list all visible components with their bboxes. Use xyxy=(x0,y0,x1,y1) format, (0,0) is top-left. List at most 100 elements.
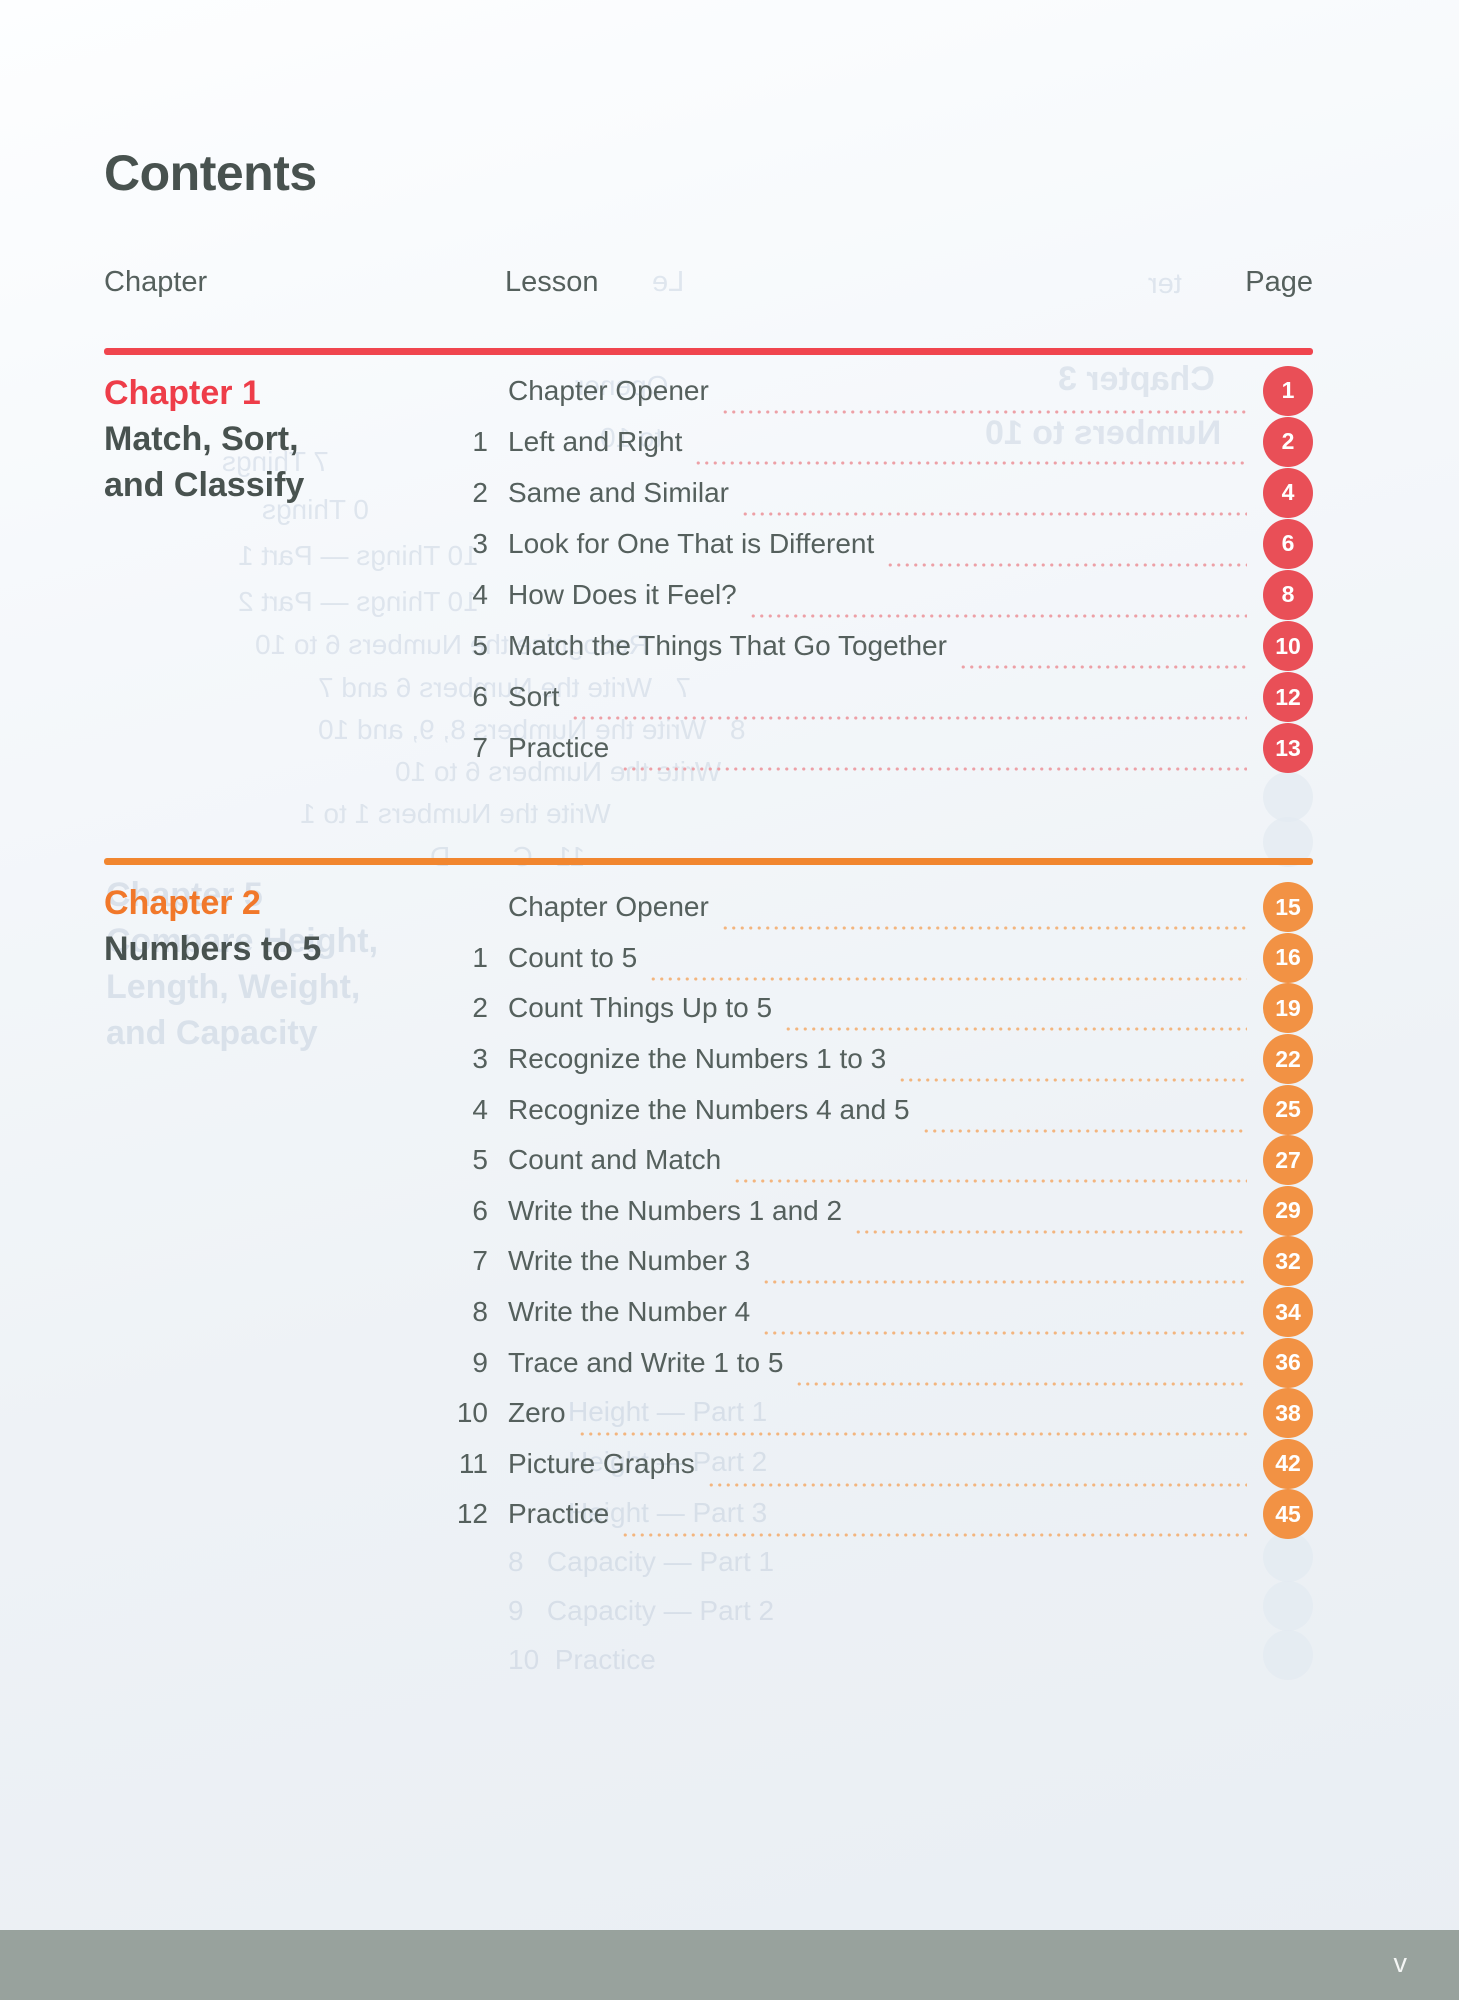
toc-row: 2 Count Things Up to 5 19 xyxy=(420,983,1313,1034)
page-number-badge: 15 xyxy=(1263,882,1313,933)
toc-row: 3 Look for One That is Different 6 xyxy=(420,518,1313,569)
ghost-text: and Capacity xyxy=(106,1014,318,1052)
footer-page-number: v xyxy=(1393,1948,1408,1978)
lesson-number: 11 xyxy=(458,1447,488,1479)
chapter-label: Chapter 2 xyxy=(104,884,261,922)
dotted-leader xyxy=(577,1406,1247,1437)
dotted-leader xyxy=(795,1355,1247,1386)
toc-row: Chapter Opener 15 xyxy=(420,882,1313,933)
ghost-text: Chapter 5 xyxy=(106,876,263,914)
lesson-title: Chapter Opener xyxy=(508,891,709,923)
chapter-divider-rule xyxy=(104,348,1313,355)
lesson-number: 10 xyxy=(456,1397,488,1429)
lesson-number: 6 xyxy=(472,1194,488,1226)
lesson-number: 6 xyxy=(472,681,488,713)
chapter-heading: Chapter 1 Match, Sort, and Classify xyxy=(104,355,420,508)
lesson-title: Practice xyxy=(508,1498,610,1530)
lesson-number: 2 xyxy=(472,992,488,1024)
dotted-leader xyxy=(762,1305,1247,1336)
chapter-title-line: and Classify xyxy=(104,466,305,504)
column-header-page: Page xyxy=(1245,266,1313,298)
page-number-badge: 38 xyxy=(1263,1388,1313,1439)
toc-row: 8 Write the Number 4 34 xyxy=(420,1287,1313,1338)
dotted-leader xyxy=(762,1254,1247,1285)
lesson-title: Count to 5 xyxy=(508,941,638,973)
footer-bar: v xyxy=(0,1930,1459,2000)
dotted-leader xyxy=(784,1001,1247,1032)
chapter-section: Chapter 1 Match, Sort, and Classify Chapter… xyxy=(104,348,1313,774)
ghost-page-badge xyxy=(1263,772,1313,822)
lesson-title: Chapter Opener xyxy=(508,374,709,406)
page-number-badge: 6 xyxy=(1263,518,1313,569)
columns-header: Chapter Lesson Page xyxy=(104,266,1313,300)
lesson-number: 4 xyxy=(472,1093,488,1125)
dotted-leader xyxy=(621,741,1247,772)
chapter-title-line: Match, Sort, xyxy=(104,420,299,458)
ghost-text: 9 Capacity — Part 2 xyxy=(508,1595,775,1626)
ghost-text: 8 Capacity — Part 1 xyxy=(508,1546,775,1577)
page-title: Contents xyxy=(104,145,317,201)
dotted-leader xyxy=(720,383,1247,414)
lesson-title: Write the Number 3 xyxy=(508,1245,751,1277)
dotted-leader xyxy=(720,900,1247,931)
dotted-leader xyxy=(706,1456,1247,1487)
dotted-leader xyxy=(958,639,1247,670)
toc-row: 1 Count to 5 16 xyxy=(420,932,1313,984)
lesson-number: 1 xyxy=(472,425,488,457)
page-number-badge: 27 xyxy=(1263,1135,1313,1186)
page-number-badge: 1 xyxy=(1263,365,1313,416)
chapter-section: Chapter 2 Numbers to 5 Chapter Opener 15 1 Co… xyxy=(104,858,1313,1540)
lesson-title: Picture Graphs xyxy=(508,1447,695,1479)
page-number-badge: 42 xyxy=(1263,1438,1313,1489)
lesson-number: 8 xyxy=(472,1296,488,1328)
toc-row: 9 Trace and Write 1 to 5 36 xyxy=(420,1337,1313,1388)
toc-row: 4 Recognize the Numbers 4 and 5 25 xyxy=(420,1084,1313,1135)
dotted-leader xyxy=(898,1052,1247,1083)
lesson-title: Practice xyxy=(508,732,610,764)
toc-row: 7 Write the Number 3 32 xyxy=(420,1236,1313,1287)
page-number-badge: 45 xyxy=(1263,1489,1313,1540)
toc-row: 3 Recognize the Numbers 1 to 3 22 xyxy=(420,1034,1313,1085)
page-number-badge: 32 xyxy=(1263,1236,1313,1287)
toc-row: Chapter Opener 1 xyxy=(420,365,1313,416)
lesson-title: Recognize the Numbers 4 and 5 xyxy=(508,1093,910,1125)
lessons-list: Chapter Opener 1 1 Left and Right 2 2 Same and… xyxy=(420,355,1313,774)
chapter-label: Chapter 1 xyxy=(104,374,261,412)
page-number-badge: 19 xyxy=(1263,983,1313,1034)
chapter-body: Chapter 2 Numbers to 5 Chapter Opener 15 1 Co… xyxy=(104,865,1313,1540)
ghost-text: 10 Practice xyxy=(508,1644,656,1675)
lesson-number: 5 xyxy=(472,630,488,662)
dotted-leader xyxy=(740,485,1247,516)
dotted-leader xyxy=(649,950,1247,981)
toc-row: 10 Zero 38 xyxy=(420,1388,1313,1439)
page-number-badge: 29 xyxy=(1263,1185,1313,1236)
page-number-badge: 4 xyxy=(1263,467,1313,518)
dotted-leader xyxy=(571,690,1247,721)
ghost-page-badge xyxy=(1263,1532,1313,1582)
lesson-number: 7 xyxy=(472,1245,488,1277)
chapter-title-line: Numbers to 5 xyxy=(104,930,322,968)
toc-row: 2 Same and Similar 4 xyxy=(420,467,1313,518)
lessons-list: Chapter Opener 15 1 Count to 5 16 2 Count Thin… xyxy=(420,865,1313,1540)
dotted-leader xyxy=(886,536,1247,567)
lesson-title: How Does it Feel? xyxy=(508,578,737,610)
lesson-number: 5 xyxy=(472,1144,488,1176)
lesson-number: 4 xyxy=(472,578,488,610)
page-number-badge: 12 xyxy=(1263,672,1313,723)
toc-row: 12 Practice 45 xyxy=(420,1489,1313,1540)
chapter-divider-rule xyxy=(104,858,1313,865)
chapter-body: Chapter 1 Match, Sort, and Classify Chapter… xyxy=(104,355,1313,774)
page-number-badge: 25 xyxy=(1263,1084,1313,1135)
page-number-badge: 22 xyxy=(1263,1034,1313,1085)
toc-row: 6 Sort 12 xyxy=(420,672,1313,723)
dotted-leader xyxy=(621,1507,1247,1538)
lesson-number: 7 xyxy=(472,732,488,764)
dotted-leader xyxy=(854,1203,1247,1234)
lesson-number: 9 xyxy=(472,1346,488,1378)
ghost-text: Compare Height, xyxy=(106,922,379,960)
toc-row: 4 How Does it Feel? 8 xyxy=(420,569,1313,620)
toc-row: 1 Left and Right 2 xyxy=(420,416,1313,467)
dotted-leader xyxy=(694,434,1247,465)
lesson-title: Look for One That is Different xyxy=(508,527,875,559)
